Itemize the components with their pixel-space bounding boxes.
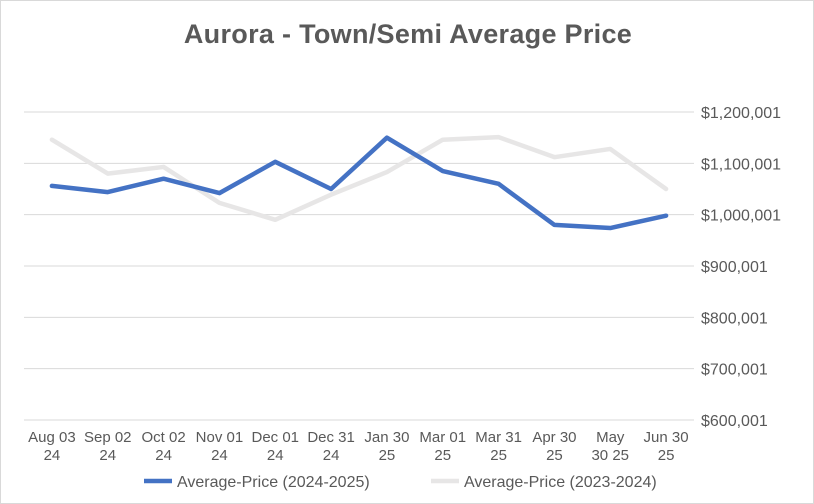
y-tick-label: $800,001 bbox=[701, 310, 768, 327]
x-tick-label: Sep 02 bbox=[84, 429, 132, 446]
x-tick-label: 24 bbox=[267, 447, 284, 464]
y-tick-label: $600,001 bbox=[701, 413, 768, 430]
x-tick-label: 25 bbox=[434, 447, 451, 464]
y-tick-label: $700,001 bbox=[701, 362, 768, 379]
chart-title: Aurora - Town/Semi Average Price bbox=[183, 19, 633, 49]
x-tick-label: Nov 01 bbox=[196, 429, 244, 446]
x-tick-label: 25 bbox=[546, 447, 563, 464]
x-tick-label: Dec 31 bbox=[307, 429, 355, 446]
series-line-0 bbox=[49, 135, 669, 231]
x-tick-label: Oct 02 bbox=[141, 429, 185, 446]
x-tick-label: 24 bbox=[211, 447, 228, 464]
x-tick-label: 25 bbox=[490, 447, 507, 464]
x-tick-label: May bbox=[596, 429, 625, 446]
series-line-1 bbox=[49, 134, 669, 223]
x-tick-label: 25 bbox=[658, 447, 675, 464]
y-tick-label: $1,100,001 bbox=[701, 156, 781, 173]
x-tick-label: 30 25 bbox=[591, 447, 629, 464]
x-tick-label: Mar 31 bbox=[475, 429, 522, 446]
legend-label-1: Average-Price (2023-2024) bbox=[464, 474, 657, 491]
y-tick-label: $900,001 bbox=[701, 259, 768, 276]
x-tick-label: 24 bbox=[155, 447, 172, 464]
x-tick-label: Mar 01 bbox=[419, 429, 466, 446]
x-tick-label: 25 bbox=[379, 447, 396, 464]
x-tick-label: Jun 30 bbox=[644, 429, 689, 446]
y-tick-label: $1,200,001 bbox=[701, 105, 781, 122]
x-tick-label: Apr 30 bbox=[532, 429, 576, 446]
y-tick-label: $1,000,001 bbox=[701, 208, 781, 225]
x-tick-label: 24 bbox=[99, 447, 116, 464]
legend-label-0: Average-Price (2024-2025) bbox=[177, 474, 370, 491]
x-tick-label: Jan 30 bbox=[364, 429, 409, 446]
x-tick-label: Aug 03 bbox=[28, 429, 76, 446]
x-tick-label: 24 bbox=[323, 447, 340, 464]
x-tick-label: Dec 01 bbox=[251, 429, 299, 446]
x-tick-label: 24 bbox=[44, 447, 61, 464]
